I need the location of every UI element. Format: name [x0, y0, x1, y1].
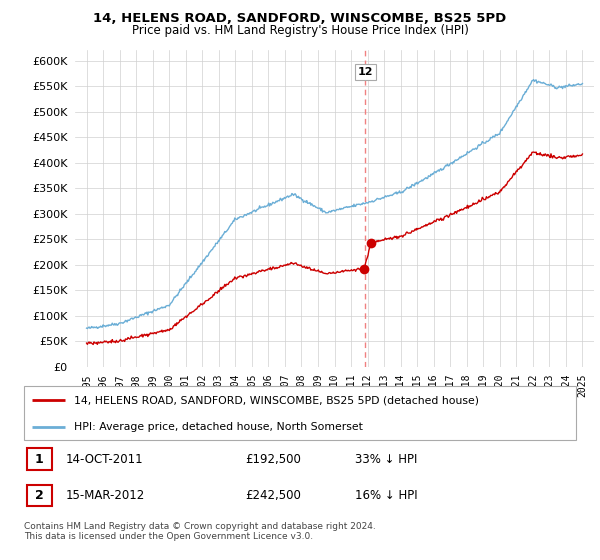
FancyBboxPatch shape [24, 386, 576, 440]
Text: Contains HM Land Registry data © Crown copyright and database right 2024.
This d: Contains HM Land Registry data © Crown c… [24, 522, 376, 542]
FancyBboxPatch shape [27, 485, 52, 506]
Text: 16% ↓ HPI: 16% ↓ HPI [355, 489, 418, 502]
Text: 15-MAR-2012: 15-MAR-2012 [65, 489, 145, 502]
Text: 12: 12 [358, 67, 373, 77]
Text: 14, HELENS ROAD, SANDFORD, WINSCOMBE, BS25 5PD (detached house): 14, HELENS ROAD, SANDFORD, WINSCOMBE, BS… [74, 395, 479, 405]
Text: £242,500: £242,500 [245, 489, 301, 502]
Text: 1: 1 [35, 452, 44, 465]
Text: 14, HELENS ROAD, SANDFORD, WINSCOMBE, BS25 5PD: 14, HELENS ROAD, SANDFORD, WINSCOMBE, BS… [94, 12, 506, 25]
Text: HPI: Average price, detached house, North Somerset: HPI: Average price, detached house, Nort… [74, 422, 362, 432]
Text: 2: 2 [35, 489, 44, 502]
Text: 33% ↓ HPI: 33% ↓ HPI [355, 452, 418, 465]
Text: Price paid vs. HM Land Registry's House Price Index (HPI): Price paid vs. HM Land Registry's House … [131, 24, 469, 36]
Text: 14-OCT-2011: 14-OCT-2011 [65, 452, 143, 465]
FancyBboxPatch shape [27, 449, 52, 470]
Text: £192,500: £192,500 [245, 452, 301, 465]
